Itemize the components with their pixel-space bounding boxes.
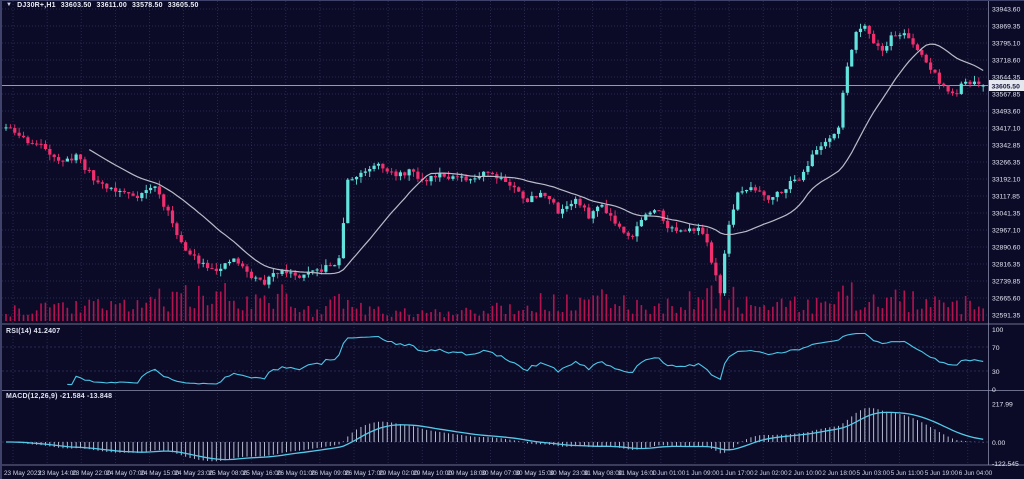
svg-text:2 Jun 18:00: 2 Jun 18:00	[822, 470, 856, 477]
moving-average-line	[88, 43, 984, 275]
svg-text:32665.60: 32665.60	[992, 296, 1021, 303]
svg-text:6 Jun 04:00: 6 Jun 04:00	[959, 470, 993, 477]
svg-text:33605.50: 33605.50	[992, 83, 1021, 90]
svg-text:5 Jun 11:00: 5 Jun 11:00	[891, 470, 924, 477]
svg-text:33493.60: 33493.60	[992, 109, 1021, 116]
svg-text:-122.545: -122.545	[992, 461, 1019, 468]
svg-text:5 Jun 19:00: 5 Jun 19:00	[925, 470, 959, 477]
svg-text:217.99: 217.99	[992, 402, 1013, 409]
svg-text:23 May 22:00: 23 May 22:00	[72, 470, 111, 477]
rsi-line	[67, 332, 984, 386]
svg-text:29 May 10:00: 29 May 10:00	[413, 470, 452, 477]
svg-text:70: 70	[992, 345, 1000, 352]
grid	[2, 1, 988, 463]
ohlc-header: ▼ DJ30R+,H1 33603.50 33611.00 33578.50 3…	[6, 2, 199, 9]
close-value: 33605.50	[167, 2, 199, 9]
svg-text:30 May 23:00: 30 May 23:00	[550, 470, 589, 477]
svg-text:32816.35: 32816.35	[992, 262, 1021, 269]
svg-text:33266.35: 33266.35	[992, 160, 1021, 167]
candles-layer	[4, 23, 985, 296]
svg-text:32890.60: 32890.60	[992, 245, 1021, 252]
svg-text:33718.60: 33718.60	[992, 58, 1021, 65]
svg-text:33117.85: 33117.85	[992, 194, 1020, 201]
symbol-timeframe: DJ30R+,H1	[17, 2, 56, 9]
svg-text:33567.85: 33567.85	[992, 92, 1021, 99]
svg-text:33644.35: 33644.35	[992, 75, 1021, 82]
svg-text:26 May 01:00: 26 May 01:00	[277, 470, 316, 477]
collapse-icon[interactable]: ▼	[6, 2, 13, 8]
current-price-badge	[989, 80, 1024, 92]
svg-text:2 Jun 02:00: 2 Jun 02:00	[754, 470, 788, 477]
open-value: 33603.50	[60, 2, 92, 9]
svg-text:33943.60: 33943.60	[992, 7, 1021, 14]
svg-text:32739.85: 32739.85	[992, 279, 1021, 286]
macd-indicator-label: MACD(12,26,9) -21.584 -13.848	[6, 393, 113, 400]
svg-text:33869.35: 33869.35	[992, 24, 1021, 31]
low-value: 33578.50	[131, 2, 163, 9]
svg-text:33041.35: 33041.35	[992, 211, 1021, 218]
svg-text:100: 100	[992, 327, 1004, 334]
svg-text:32967.10: 32967.10	[992, 228, 1021, 235]
svg-text:0.00: 0.00	[992, 440, 1005, 447]
price-axis[interactable]: 33943.60 33869.35 33795.10 33718.60 33644.35…	[989, 7, 1024, 320]
svg-text:33795.10: 33795.10	[992, 41, 1021, 48]
svg-text:33192.10: 33192.10	[992, 177, 1021, 184]
rsi-axis[interactable]: 100 70 30 0	[992, 327, 1004, 394]
svg-text:24 May 07:00: 24 May 07:00	[106, 470, 145, 477]
svg-text:33342.85: 33342.85	[992, 143, 1021, 150]
svg-text:29 May 18:00: 29 May 18:00	[447, 470, 486, 477]
macd-axis[interactable]: 217.99 0.00 -122.545	[992, 402, 1019, 468]
svg-text:30 May 15:00: 30 May 15:00	[516, 470, 555, 477]
svg-text:31 May 16:00: 31 May 16:00	[618, 470, 657, 477]
svg-text:1 Jun 09:00: 1 Jun 09:00	[686, 470, 720, 477]
svg-text:26 May 09:00: 26 May 09:00	[311, 470, 350, 477]
svg-text:26 May 17:00: 26 May 17:00	[345, 470, 384, 477]
svg-text:25 May 16:00: 25 May 16:00	[243, 470, 282, 477]
svg-text:32591.35: 32591.35	[992, 313, 1021, 320]
svg-text:1 Jun 17:00: 1 Jun 17:00	[720, 470, 754, 477]
svg-text:30: 30	[992, 369, 1000, 376]
svg-text:24 May 15:00: 24 May 15:00	[140, 470, 179, 477]
rsi-indicator-label: RSI(14) 41.2407	[6, 328, 61, 335]
svg-text:33417.10: 33417.10	[992, 126, 1021, 133]
svg-text:31 May 08:00: 31 May 08:00	[584, 470, 623, 477]
macd-signal-line	[6, 411, 984, 461]
svg-text:2 Jun 10:00: 2 Jun 10:00	[788, 470, 822, 477]
svg-text:5 Jun 03:00: 5 Jun 03:00	[857, 470, 891, 477]
svg-text:1 Jun 01:00: 1 Jun 01:00	[652, 470, 686, 477]
high-value: 33611.00	[96, 2, 127, 9]
svg-text:30 May 07:00: 30 May 07:00	[481, 470, 520, 477]
svg-text:23 May 2023: 23 May 2023	[4, 470, 41, 477]
svg-text:0: 0	[992, 387, 996, 394]
svg-text:25 May 08:00: 25 May 08:00	[209, 470, 248, 477]
macd-histogram	[9, 407, 984, 462]
svg-text:23 May 14:00: 23 May 14:00	[38, 470, 77, 477]
volume-bars	[5, 277, 984, 321]
svg-text:24 May 23:00: 24 May 23:00	[175, 470, 214, 477]
svg-text:29 May 02:00: 29 May 02:00	[379, 470, 418, 477]
